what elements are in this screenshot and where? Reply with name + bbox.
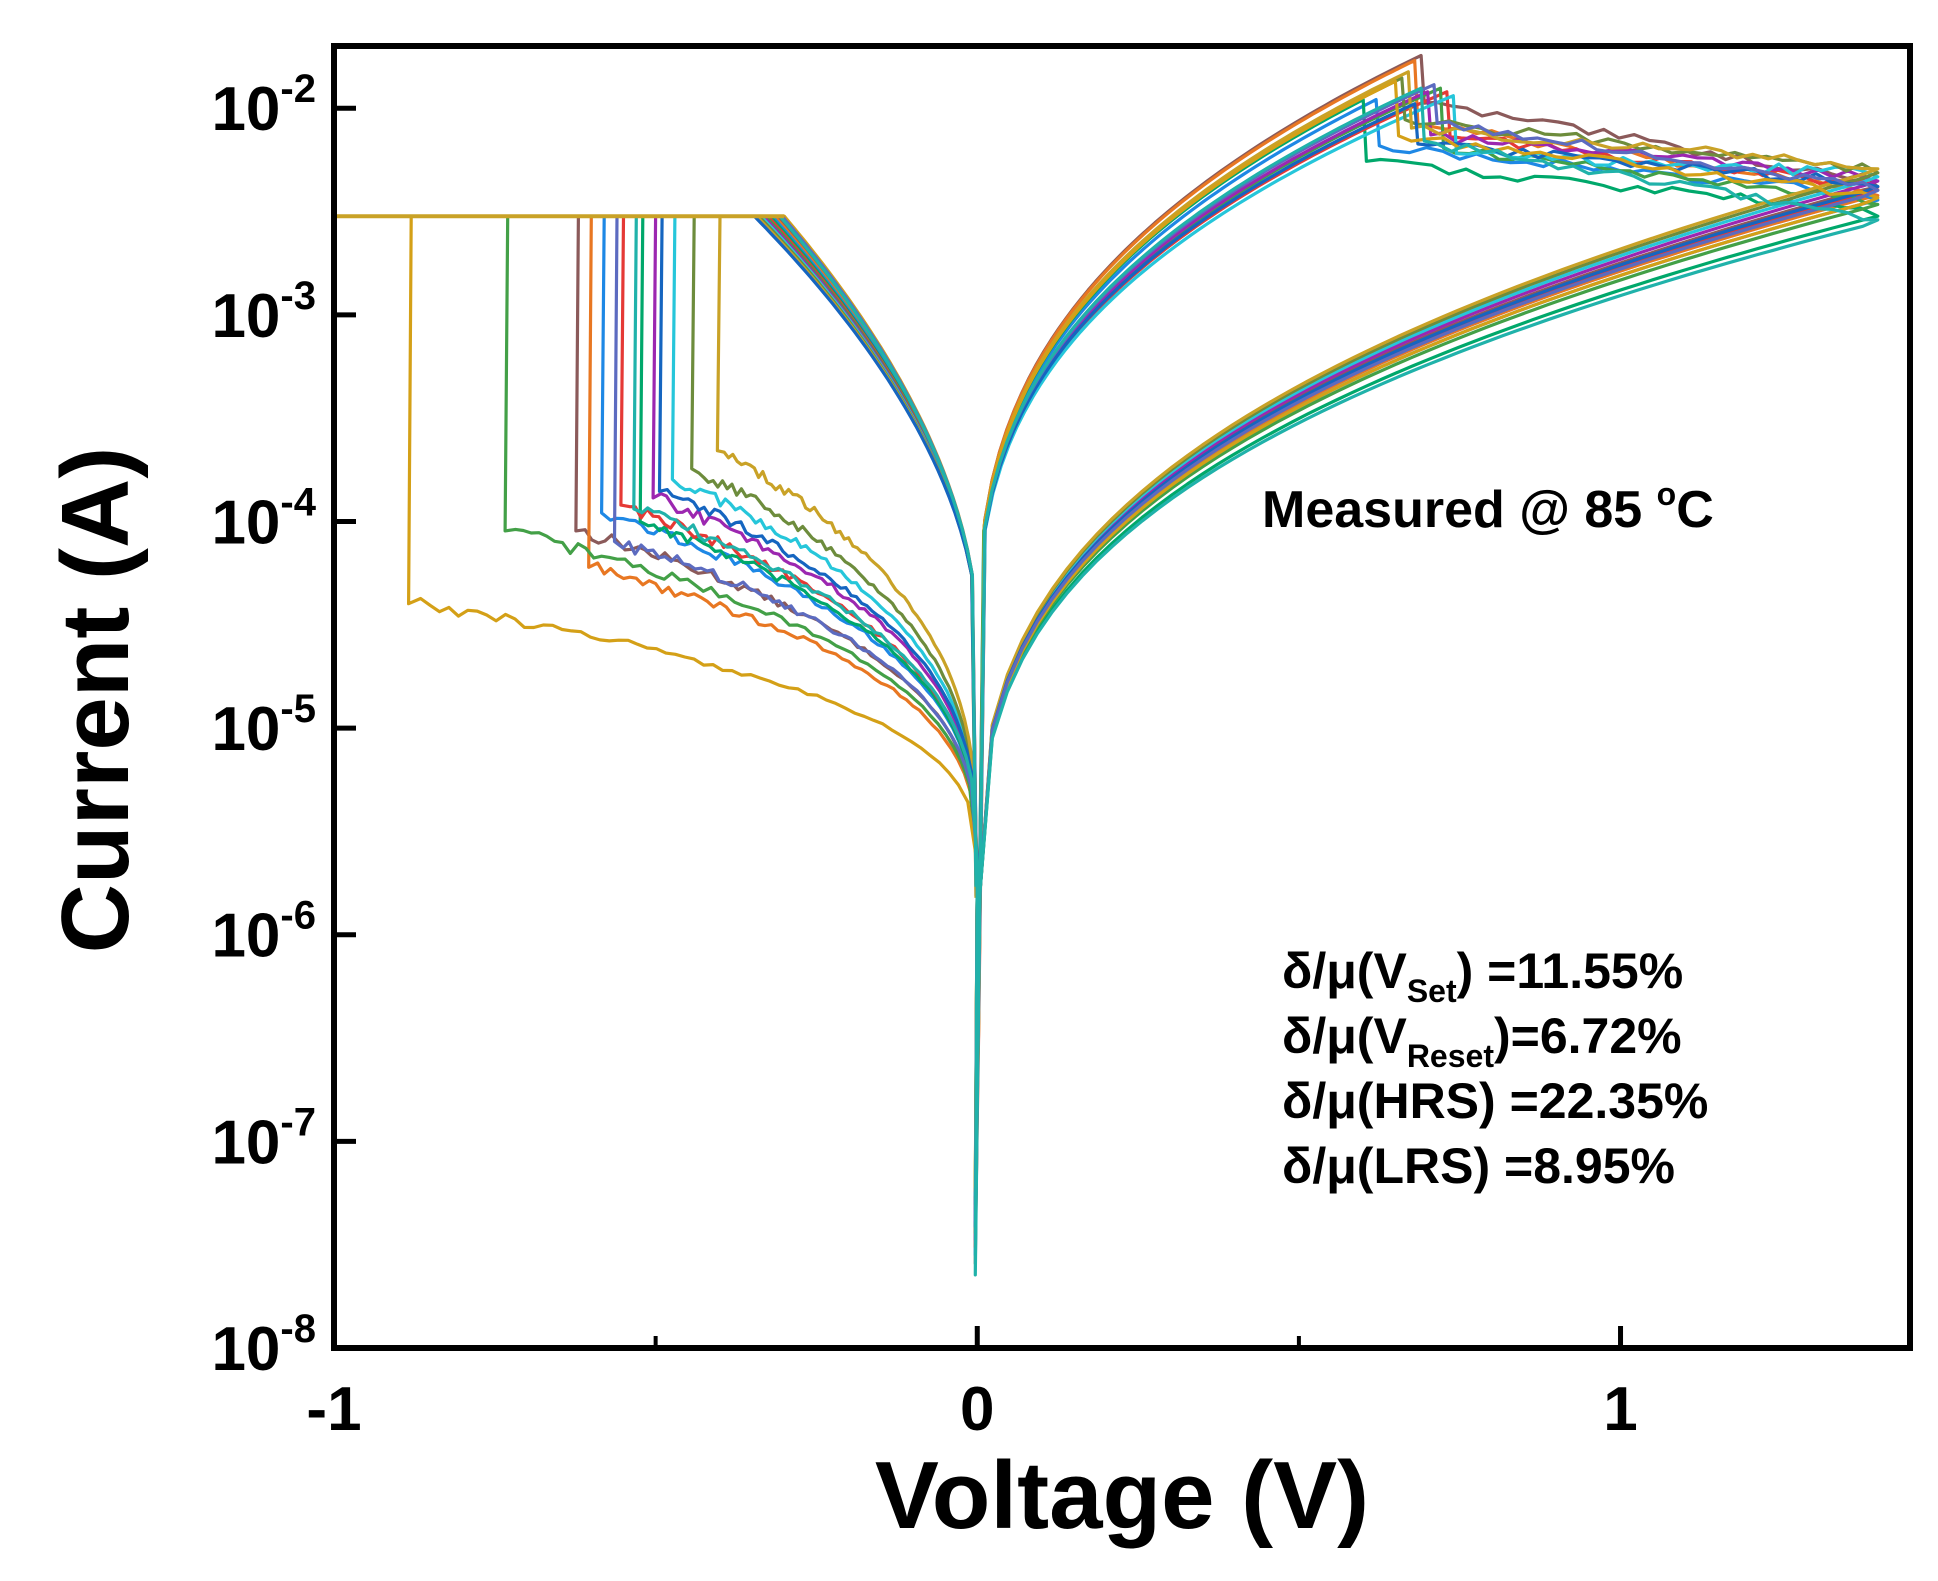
y-tick-label: 10-6 xyxy=(211,894,316,971)
stat-line: δ/μ(HRS) =22.35% xyxy=(1282,1073,1708,1129)
stats-block: δ/μ(VSet) =11.55%δ/μ(VReset)=6.72%δ/μ(HR… xyxy=(1282,943,1708,1194)
series-line xyxy=(587,59,1880,1211)
temperature-unit: C xyxy=(1676,481,1714,539)
stat-line: δ/μ(VSet) =11.55% xyxy=(1282,943,1683,1009)
y-tick-label: 10-3 xyxy=(211,274,316,351)
temperature-degree: o xyxy=(1657,476,1677,512)
series-line xyxy=(657,102,1880,1229)
tick-layer: -1 0 1 10-2 10-3 10-4 10-5 10-6 10-7 10-8 xyxy=(211,67,1637,1444)
plot-frame xyxy=(331,43,1913,1351)
series-line xyxy=(632,86,1880,1277)
y-axis-title: Current (A) xyxy=(42,447,149,954)
x-tick-label: -1 xyxy=(306,1375,361,1444)
temperature-annotation: Measured @ 85 oC xyxy=(1262,476,1714,539)
x-tick-label: 0 xyxy=(960,1375,994,1444)
series-layer xyxy=(334,53,1880,1277)
series-line xyxy=(670,94,1880,1197)
series-line xyxy=(651,90,1880,1242)
x-tick-label: 1 xyxy=(1603,1375,1637,1444)
y-tick-label: 10-4 xyxy=(211,480,316,557)
series-line xyxy=(715,70,1880,1193)
y-tick-label: 10-5 xyxy=(211,687,316,764)
stat-line: δ/μ(LRS) =8.95% xyxy=(1282,1138,1675,1194)
series-line xyxy=(407,79,1880,1189)
y-tick-label: 10-2 xyxy=(211,67,316,144)
x-axis-title: Voltage (V) xyxy=(875,1442,1369,1549)
stat-line: δ/μ(VReset)=6.72% xyxy=(1282,1008,1682,1074)
temperature-prefix: Measured @ 85 xyxy=(1262,481,1657,539)
y-tick-label: 10-8 xyxy=(211,1307,316,1384)
y-tick-label: 10-7 xyxy=(211,1100,316,1177)
